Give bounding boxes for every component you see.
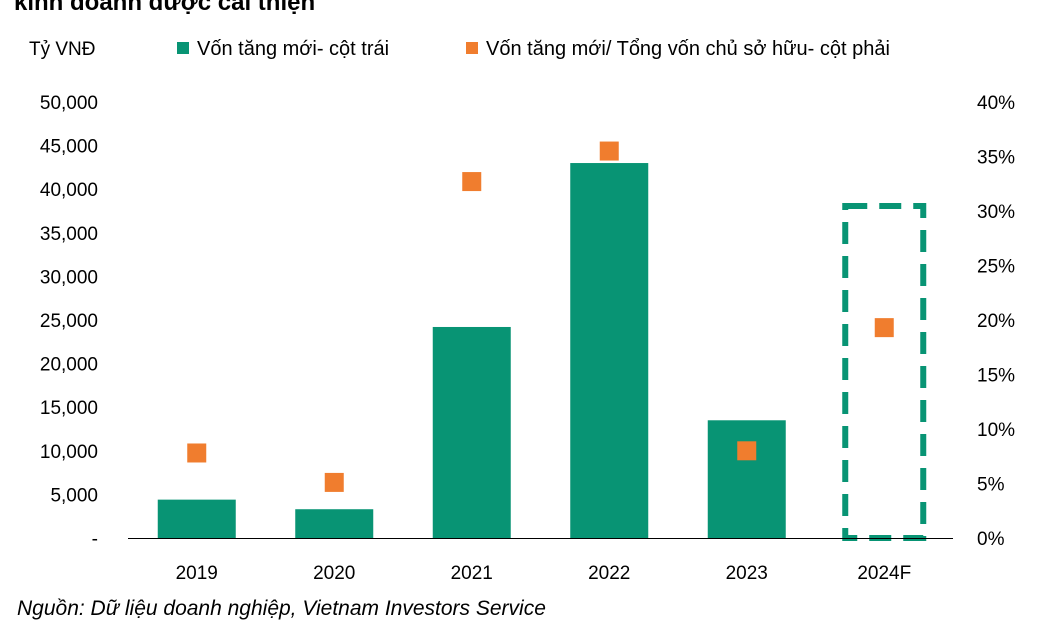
y-right-tick-label: 0% [977, 529, 1005, 550]
x-tick-label: 2023 [726, 563, 768, 584]
y-left-tick-label: 40,000 [40, 180, 98, 201]
bar [432, 326, 511, 538]
y-left-tick-label: 15,000 [40, 398, 98, 419]
legend-bar-swatch [177, 42, 189, 54]
marker-point [737, 441, 757, 461]
forecast-highlight-box [842, 203, 927, 541]
y-left-tick-label: - [92, 529, 98, 550]
bar [295, 509, 374, 538]
y-left-tick-label: 35,000 [40, 224, 98, 245]
y-right-tick-label: 40% [977, 93, 1015, 114]
x-axis: 2019 2020 2021 2022 2023 2024F [176, 563, 912, 584]
marker-point [462, 172, 482, 192]
y-left-tick-label: 50,000 [40, 93, 98, 114]
x-tick-label: 2024F [857, 563, 911, 584]
y-left-axis: - 5,000 10,000 15,000 20,000 25,000 30,000 35,0… [40, 93, 98, 550]
y-right-tick-label: 25% [977, 257, 1015, 278]
marker-point [874, 318, 894, 338]
legend-bar-label: Vốn tăng mới- cột trái [197, 38, 389, 60]
x-tick-label: 2019 [176, 563, 218, 584]
y-left-axis-unit: Tỷ VNĐ [29, 39, 96, 60]
marker-point [599, 141, 619, 161]
y-left-tick-label: 45,000 [40, 137, 98, 158]
y-right-tick-label: 5% [977, 475, 1005, 496]
legend-marker-label: Vốn tăng mới/ Tổng vốn chủ sở hữu- cột p… [486, 38, 890, 60]
x-tick-label: 2020 [313, 563, 355, 584]
y-right-tick-label: 10% [977, 420, 1015, 441]
bar-series [157, 163, 786, 539]
y-right-tick-label: 20% [977, 311, 1015, 332]
y-right-axis: 0% 5% 10% 15% 20% 25% 30% 35% 40% [977, 93, 1015, 550]
y-right-tick-label: 30% [977, 202, 1015, 223]
bar [570, 163, 649, 539]
x-tick-label: 2022 [588, 563, 630, 584]
y-left-tick-label: 30,000 [40, 267, 98, 288]
chart-title: kinh doanh được cải thiện [14, 0, 315, 16]
x-tick-label: 2021 [451, 563, 493, 584]
marker-point [324, 472, 344, 492]
marker-point [187, 443, 207, 463]
source-note: Nguồn: Dữ liệu doanh nghiệp, Vietnam Inv… [17, 597, 546, 620]
bar [157, 499, 236, 538]
bar [707, 420, 786, 538]
y-left-tick-label: 10,000 [40, 442, 98, 463]
y-right-tick-label: 35% [977, 148, 1015, 169]
forecast-highlight [842, 203, 927, 541]
y-left-tick-label: 25,000 [40, 311, 98, 332]
legend-marker-swatch [466, 42, 478, 54]
y-right-tick-label: 15% [977, 366, 1015, 387]
y-left-tick-label: 5,000 [50, 485, 98, 506]
legend: Vốn tăng mới- cột trái Vốn tăng mới/ Tổn… [177, 38, 890, 60]
marker-series [187, 141, 894, 492]
y-left-tick-label: 20,000 [40, 355, 98, 376]
